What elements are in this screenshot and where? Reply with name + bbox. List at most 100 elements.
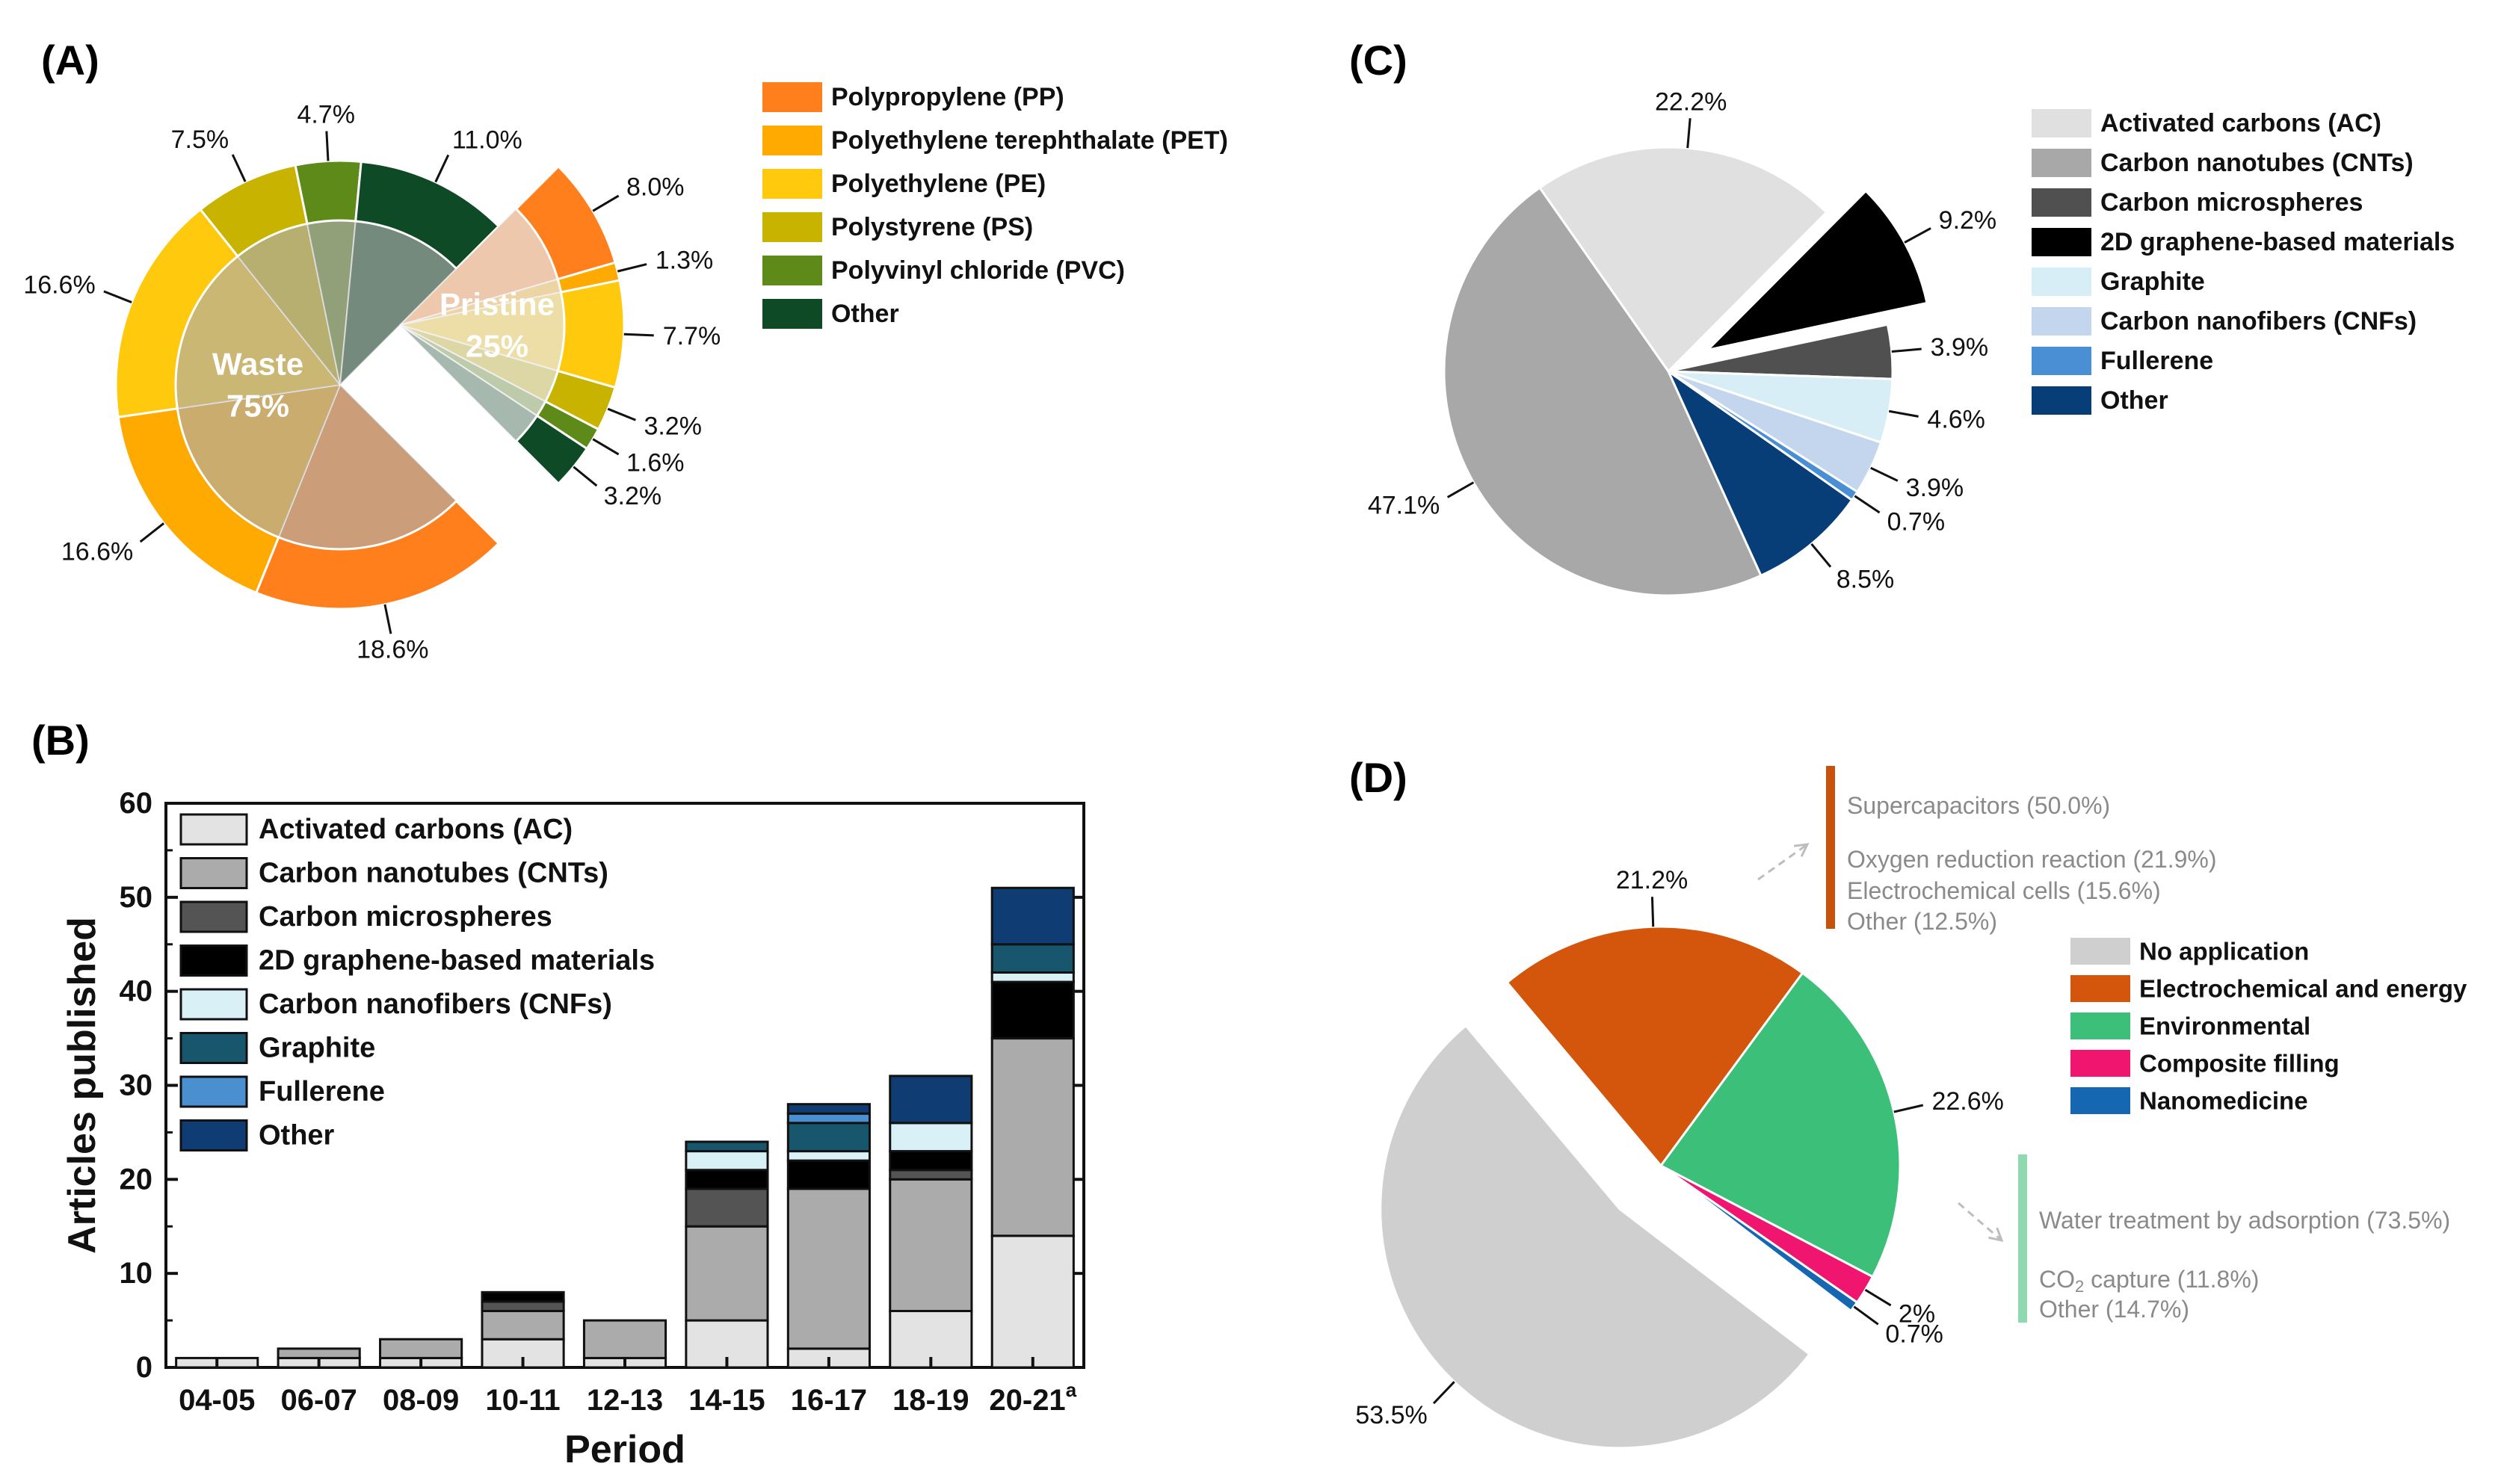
legend-swatch-composite-filling [2070, 1050, 2130, 1077]
breakdown-bar-environmental [2018, 1154, 2027, 1323]
x-tick-label-18-19: 18-19 [892, 1384, 969, 1417]
pie-slice-2d-graphene-based-materials [1704, 189, 1928, 352]
bar-segment-carbon-nanofibers-cnfs-14-15 [685, 1150, 769, 1172]
leader-line [1870, 466, 1899, 482]
x-tick-label-08-09: 08-09 [383, 1384, 459, 1417]
x-tick-superscript: a [1066, 1379, 1077, 1401]
legend-label-polyethylene-terephthalate-pet: Polyethylene terephthalate (PET) [831, 126, 1228, 155]
data-label-waste-3: 7.5% [171, 126, 229, 154]
bar-segment-graphite-16-17 [786, 1122, 871, 1153]
data-label-environmental: 22.6% [1931, 1087, 2003, 1116]
x-tick-label-04-05: 04-05 [179, 1384, 255, 1417]
inner-shade [176, 256, 340, 409]
data-label-electrochemical-and-energy: 21.2% [1616, 866, 1688, 894]
data-label-other: 8.5% [1837, 566, 1895, 594]
leader-line [1853, 1305, 1879, 1326]
data-label-waste-1: 16.6% [61, 538, 133, 566]
legend-label-carbon-nanofibers-cnfs: Carbon nanofibers (CNFs) [259, 989, 612, 1020]
pie-slice-activated-carbons-ac [1538, 146, 1828, 374]
legend-label-composite-filling: Composite filling [2139, 1050, 2340, 1078]
data-label-pristine-3: 3.2% [644, 412, 702, 440]
inner-shade [400, 325, 546, 416]
x-tick-label-20-21: 20-21a [989, 1379, 1076, 1417]
legend-label-other: Other [2100, 386, 2168, 415]
legend-swatch-carbon-nanofibers-cnfs [179, 988, 248, 1021]
legend-label-carbon-nanofibers-cnfs: Carbon nanofibers (CNFs) [2100, 307, 2417, 336]
bar-segment-graphite-20-21 [990, 943, 1075, 974]
x-tick-label-06-07: 06-07 [281, 1384, 357, 1417]
legend-label-carbon-nanotubes-cnts: Carbon nanotubes (CNTs) [2100, 149, 2414, 177]
legend-swatch-2d-graphene-based-materials [2032, 228, 2091, 256]
breakdown-item-environmental-1: CO2 capture (11.8%) [2039, 1266, 2259, 1296]
bar-segment-carbon-nanotubes-cnts-18-19 [889, 1178, 973, 1313]
bar-segment-carbon-nanofibers-cnfs-18-19 [889, 1122, 973, 1153]
bar-segment-carbon-nanotubes-cnts-08-09 [379, 1338, 463, 1359]
legend-swatch-other [2032, 386, 2091, 415]
leader-line [231, 154, 247, 182]
x-tick-label-16-17: 16-17 [791, 1384, 867, 1417]
legend-swatch-electrochemical-and-energy [2070, 975, 2130, 1002]
bar-segment-carbon-nanofibers-cnfs-20-21 [990, 971, 1075, 983]
leader-line [592, 438, 620, 456]
inner-shade [400, 325, 558, 402]
data-label-pristine-4: 1.6% [626, 448, 685, 477]
bar-segment-other-18-19 [889, 1075, 973, 1125]
y-tick-label: 10 [120, 1257, 153, 1290]
bar-segment-2d-graphene-based-materials-14-15 [685, 1169, 769, 1190]
x-tick-label-12-13: 12-13 [587, 1384, 663, 1417]
data-label-fullerene: 0.7% [1887, 507, 1946, 536]
leader-line [1891, 347, 1922, 353]
data-label-waste-4: 4.7% [297, 101, 355, 129]
legend-label-polypropylene-pp: Polypropylene (PP) [831, 83, 1064, 111]
legend-label-2d-graphene-based-materials: 2D graphene-based materials [259, 945, 655, 977]
bar-segment-carbon-microspheres-18-19 [889, 1169, 973, 1181]
data-label-no-application: 53.5% [1355, 1401, 1427, 1429]
panel-label-c: (C) [1349, 37, 1407, 84]
leader-line [1432, 1381, 1455, 1405]
breakdown-bar-electrochemical-and-energy [1826, 766, 1835, 929]
inner-shade [400, 279, 561, 325]
legend-label-nanomedicine: Nanomedicine [2139, 1087, 2308, 1115]
breakdown-subscript: 2 [2075, 1277, 2084, 1296]
panel-b-stacked-bar: 0 10 20 30 40 50 60 04-05 06-07 08-09 10-11 12-13 14… [61, 787, 1085, 1471]
outer-ring-pristine-polyethylene-pe [556, 279, 626, 389]
panel-label-d: (D) [1349, 754, 1407, 801]
bar-segment-2d-graphene-based-materials-10-11 [481, 1290, 565, 1303]
legend-label-activated-carbons-ac: Activated carbons (AC) [2100, 109, 2381, 137]
group-name-pristine: Pristine [440, 287, 555, 322]
bar-segment-other-20-21 [990, 886, 1075, 946]
leader-line [434, 154, 450, 183]
leader-line [1904, 227, 1931, 244]
bar-segment-carbon-microspheres-10-11 [481, 1300, 565, 1312]
leader-line [1686, 118, 1692, 149]
bar-segment-activated-carbons-ac-20-21 [990, 1234, 1075, 1369]
legend-swatch-carbon-microspheres [179, 900, 248, 933]
legend-swatch-activated-carbons-ac [2032, 109, 2091, 137]
legend-label-other: Other [259, 1120, 335, 1151]
legend-label-no-application: No application [2139, 938, 2309, 965]
inner-shade [400, 208, 558, 325]
x-tick-label-10-11: 10-11 [486, 1384, 561, 1417]
legend-swatch-fullerene [179, 1075, 248, 1108]
leader-line [325, 131, 330, 161]
legend-swatch-graphite [179, 1032, 248, 1064]
leader-line [607, 407, 636, 421]
data-label-pristine-2: 7.7% [663, 322, 721, 350]
breakdown-item-electrochemical-and-energy-3: Other (12.5%) [1847, 908, 1997, 935]
leader-line [1893, 1104, 1924, 1113]
panel-label-a: (A) [41, 37, 99, 84]
outer-ring-pristine-other [514, 414, 589, 486]
leader-line [592, 194, 620, 212]
legend-swatch-fullerene [2032, 347, 2091, 375]
y-tick-label: 40 [120, 975, 153, 1008]
bar-segment-other-16-17 [786, 1103, 871, 1115]
leader-line [1446, 481, 1475, 498]
pie-slice-carbon-nanotubes-cnts [1443, 186, 1763, 597]
y-tick-label: 20 [120, 1163, 153, 1196]
legend-swatch-other [179, 1119, 248, 1151]
pie-slice-environmental [1659, 971, 1902, 1279]
leader-line [617, 263, 647, 273]
legend-swatch-2d-graphene-based-materials [179, 944, 248, 977]
legend-label-2d-graphene-based-materials: 2D graphene-based materials [2100, 228, 2455, 256]
leader-line [1650, 897, 1655, 927]
